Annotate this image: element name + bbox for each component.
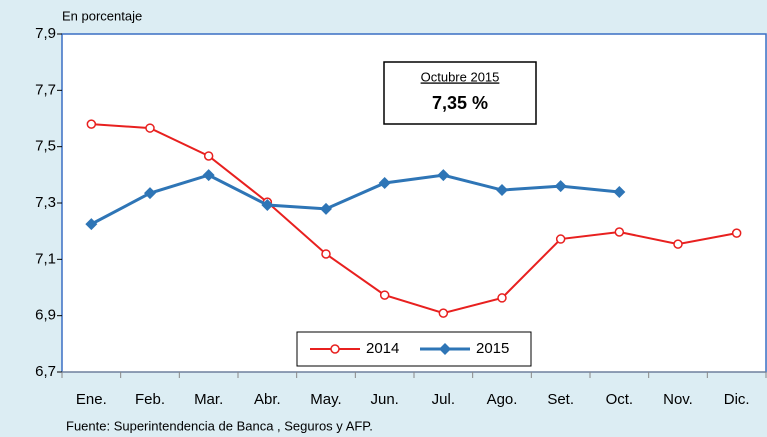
data-point: [497, 293, 507, 303]
y-axis-label: En porcentaje: [62, 8, 142, 23]
data-point: [438, 308, 449, 318]
data-point: [203, 151, 214, 161]
x-tick-label: Ene.: [76, 391, 107, 408]
legend-label: 2014: [366, 340, 399, 357]
annotation-title: Octubre 2015: [421, 69, 500, 84]
data-point: [613, 186, 626, 199]
data-point: [321, 249, 331, 259]
x-tick-label: Abr.: [254, 391, 281, 408]
series-line: [91, 123, 737, 315]
annotation-value: 7,35 %: [432, 93, 488, 113]
legend-marker: [330, 344, 340, 354]
x-tick-label: Mar.: [194, 391, 223, 408]
x-tick-label: May.: [310, 391, 341, 408]
x-tick-label: Jul.: [432, 391, 455, 408]
data-point: [378, 177, 391, 190]
data-point: [202, 169, 215, 182]
annotation-box: [383, 61, 537, 125]
data-point: [145, 123, 155, 133]
data-point: [554, 180, 567, 193]
y-tick-label: 7,3: [35, 194, 56, 211]
series-line: [90, 173, 620, 226]
x-tick-label: Set.: [547, 391, 574, 408]
y-tick-label: 7,9: [35, 25, 56, 42]
data-point: [320, 202, 332, 215]
data-point: [85, 218, 98, 231]
y-tick-label: 6,7: [35, 363, 56, 380]
source-note: Fuente: Superintendencia de Banca , Segu…: [66, 418, 373, 433]
data-point: [731, 228, 742, 238]
data-point: [86, 119, 97, 129]
data-point: [261, 198, 274, 211]
y-tick-label: 6,9: [35, 307, 56, 324]
data-point: [496, 184, 508, 197]
data-point: [555, 234, 566, 244]
y-tick-label: 7,1: [35, 250, 56, 267]
data-point: [614, 227, 625, 237]
x-tick-label: Dic.: [724, 391, 750, 408]
x-tick-label: Ago.: [487, 391, 518, 408]
y-tick-label: 7,5: [35, 138, 56, 155]
y-tick-label: 7,7: [35, 81, 56, 98]
x-tick-label: Nov.: [663, 391, 693, 408]
data-point: [673, 239, 683, 249]
data-point: [437, 169, 450, 182]
x-tick-label: Feb.: [135, 391, 165, 408]
x-tick-label: Jun.: [370, 391, 398, 408]
x-tick-label: Oct.: [606, 391, 634, 408]
data-point: [144, 187, 156, 200]
legend-label: 2015: [476, 340, 509, 357]
legend-marker: [439, 343, 451, 355]
data-point: [379, 290, 390, 300]
